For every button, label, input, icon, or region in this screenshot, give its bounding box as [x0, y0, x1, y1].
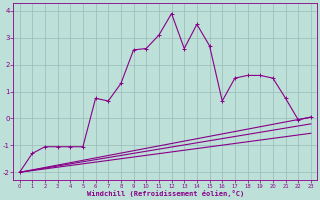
X-axis label: Windchill (Refroidissement éolien,°C): Windchill (Refroidissement éolien,°C) — [87, 190, 244, 197]
